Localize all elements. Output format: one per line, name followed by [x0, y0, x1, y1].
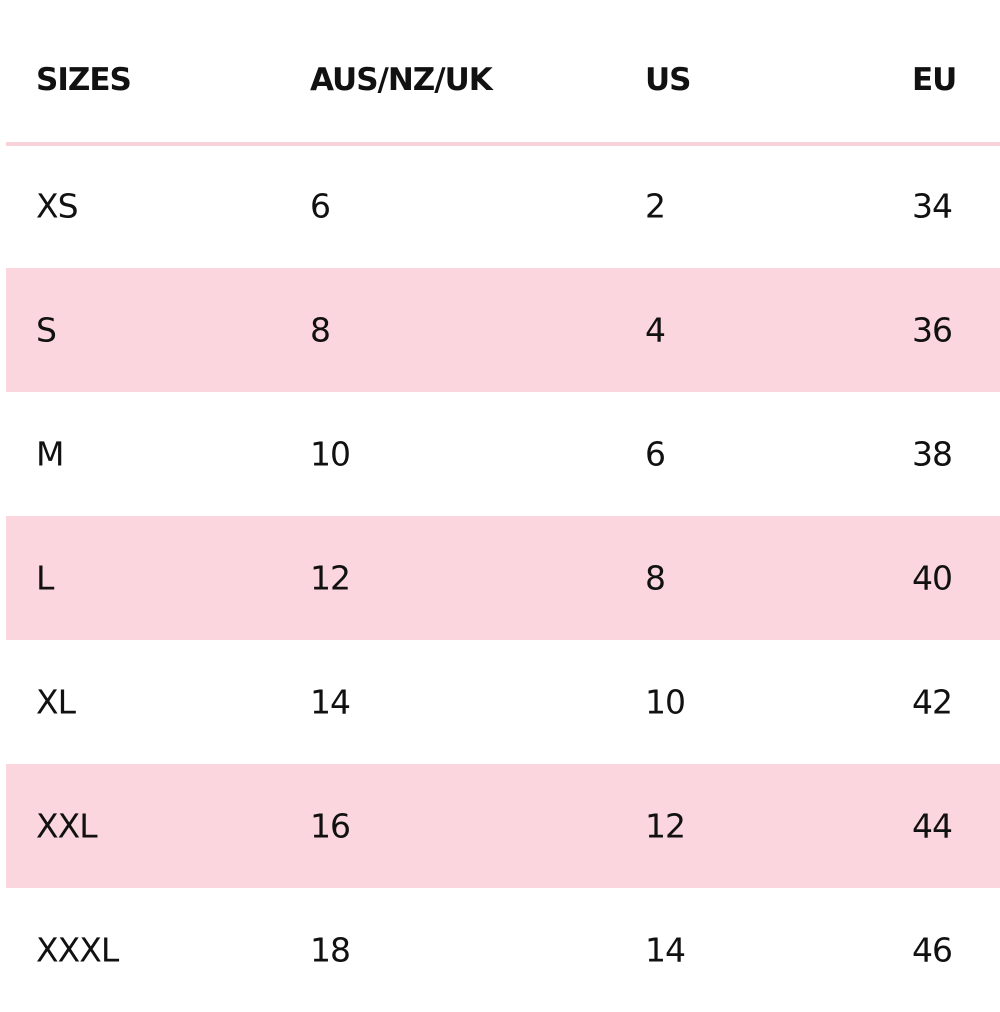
- cell-size: XXXL: [36, 930, 119, 970]
- cell-us: 8: [645, 558, 666, 598]
- header-sizes: SIZES: [36, 62, 132, 98]
- table-row: XL 14 10 42: [6, 640, 1000, 764]
- table-row: M 10 6 38: [6, 392, 1000, 516]
- cell-size: L: [36, 558, 54, 598]
- cell-size: M: [36, 434, 65, 474]
- cell-eu: 46: [912, 930, 953, 970]
- cell-eu: 40: [912, 558, 953, 598]
- cell-size: XL: [36, 682, 76, 722]
- header-aus-nz-uk: AUS/NZ/UK: [310, 62, 493, 98]
- cell-us: 12: [645, 806, 686, 846]
- header-eu: EU: [912, 62, 957, 98]
- cell-aus-nz-uk: 6: [310, 186, 331, 226]
- cell-size: S: [36, 310, 57, 350]
- cell-us: 10: [645, 682, 686, 722]
- cell-eu: 44: [912, 806, 953, 846]
- cell-eu: 36: [912, 310, 953, 350]
- cell-aus-nz-uk: 16: [310, 806, 351, 846]
- table-header: SIZES AUS/NZ/UK US EU: [6, 0, 1000, 143]
- table-row: S 8 4 36: [6, 268, 1000, 392]
- cell-aus-nz-uk: 10: [310, 434, 351, 474]
- table-row: XXXL 18 14 46: [6, 888, 1000, 1012]
- cell-aus-nz-uk: 8: [310, 310, 331, 350]
- cell-us: 14: [645, 930, 686, 970]
- cell-eu: 34: [912, 186, 953, 226]
- cell-us: 6: [645, 434, 666, 474]
- cell-eu: 38: [912, 434, 953, 474]
- table-row: L 12 8 40: [6, 516, 1000, 640]
- cell-size: XXL: [36, 806, 98, 846]
- table-row: XXL 16 12 44: [6, 764, 1000, 888]
- table-row: XS 6 2 34: [6, 144, 1000, 268]
- cell-us: 2: [645, 186, 666, 226]
- cell-size: XS: [36, 186, 79, 226]
- cell-aus-nz-uk: 18: [310, 930, 351, 970]
- header-divider: [6, 142, 1000, 146]
- cell-aus-nz-uk: 12: [310, 558, 351, 598]
- cell-aus-nz-uk: 14: [310, 682, 351, 722]
- header-us: US: [645, 62, 691, 98]
- cell-eu: 42: [912, 682, 953, 722]
- cell-us: 4: [645, 310, 666, 350]
